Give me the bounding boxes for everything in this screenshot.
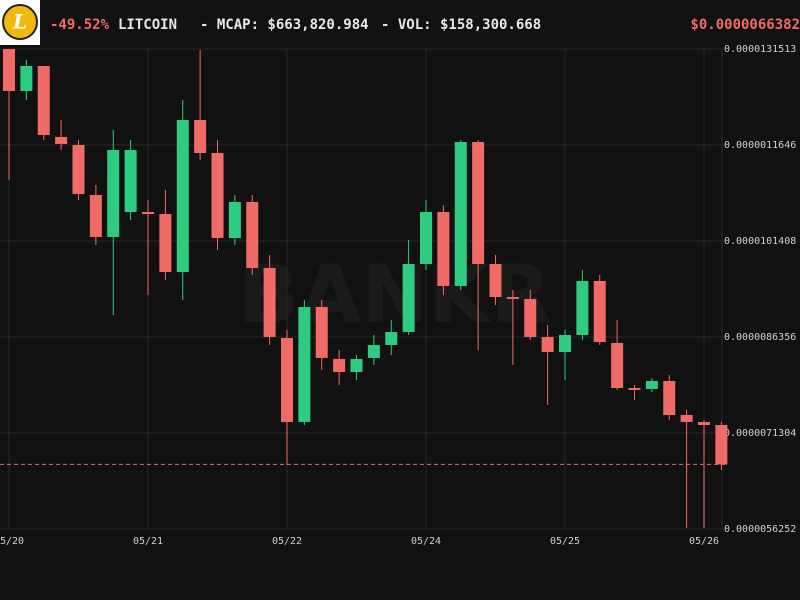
candle-body xyxy=(559,334,571,353)
token-name: LITCOIN xyxy=(118,17,177,33)
candle-body xyxy=(645,380,658,390)
y-tick-label: 0.0000101408 xyxy=(724,236,796,247)
candle-body xyxy=(454,142,467,286)
logo xyxy=(2,4,38,40)
candle-body xyxy=(315,307,328,358)
candle-body xyxy=(680,414,693,422)
candle-body xyxy=(298,307,311,422)
candle-body xyxy=(124,149,137,212)
candle-body xyxy=(472,142,485,265)
candle-body xyxy=(593,280,606,343)
candle-body xyxy=(506,296,519,299)
candle-body xyxy=(541,336,554,353)
candle-body xyxy=(350,358,363,372)
candle-body xyxy=(698,421,710,425)
candle-body xyxy=(628,387,641,390)
y-tick-label: 0.0000086356 xyxy=(724,332,796,343)
candle-body xyxy=(524,298,537,337)
candle-body xyxy=(89,195,102,237)
y-tick-label: 0.0000131513 xyxy=(724,44,796,55)
price-change: -49.52% xyxy=(50,17,110,33)
x-tick-label: 05/25 xyxy=(550,536,580,547)
candle-body xyxy=(611,342,624,388)
candle-body xyxy=(211,152,224,238)
x-tick-label: 05/20 xyxy=(0,536,24,547)
y-tick-label: 0.0000071304 xyxy=(724,428,796,439)
candle-body xyxy=(263,267,276,337)
candle-body xyxy=(576,280,589,335)
candle-body xyxy=(228,201,241,238)
logo-letter: L xyxy=(12,10,27,34)
candle-body xyxy=(3,49,15,91)
x-tick-label: 05/22 xyxy=(272,536,302,547)
candle-body xyxy=(37,65,50,135)
candle-body xyxy=(107,149,120,237)
candle-body xyxy=(246,201,259,268)
x-tick-label: 05/26 xyxy=(689,536,719,547)
candle-body xyxy=(281,337,293,422)
candle-body xyxy=(420,211,432,265)
volume: - VOL: $158,300.668 xyxy=(381,17,541,33)
candle-body xyxy=(333,358,346,372)
candle-body xyxy=(367,345,380,358)
candle-body xyxy=(489,264,502,297)
candle-body xyxy=(194,120,207,153)
y-tick-label: 0.0000056252 xyxy=(724,524,796,535)
price: $0.0000066382 xyxy=(690,17,800,33)
x-tick-label: 05/21 xyxy=(133,536,163,547)
candle-body xyxy=(663,380,676,415)
x-tick-label: 05/24 xyxy=(411,536,441,547)
candle-body xyxy=(402,264,415,333)
candle-body xyxy=(159,214,172,272)
candle-body xyxy=(72,145,85,194)
candle-body xyxy=(715,424,728,465)
candle-body xyxy=(176,120,189,272)
candle-body xyxy=(20,65,33,91)
candle-body xyxy=(437,211,450,286)
watermark: BANKR xyxy=(238,248,551,341)
candle-body xyxy=(385,332,398,346)
y-tick-label: 0.0000011646 xyxy=(724,140,796,151)
candle-body xyxy=(55,136,68,144)
market-cap: - MCAP: $663,820.984 xyxy=(200,17,369,33)
candle-body xyxy=(142,211,154,215)
